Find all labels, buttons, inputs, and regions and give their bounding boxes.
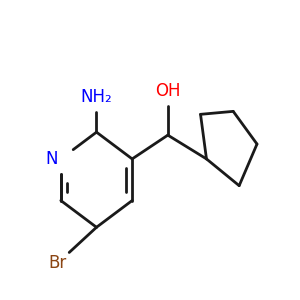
Text: N: N: [45, 150, 58, 168]
Text: NH₂: NH₂: [81, 88, 112, 106]
Text: Br: Br: [49, 254, 67, 272]
Text: OH: OH: [155, 82, 181, 100]
